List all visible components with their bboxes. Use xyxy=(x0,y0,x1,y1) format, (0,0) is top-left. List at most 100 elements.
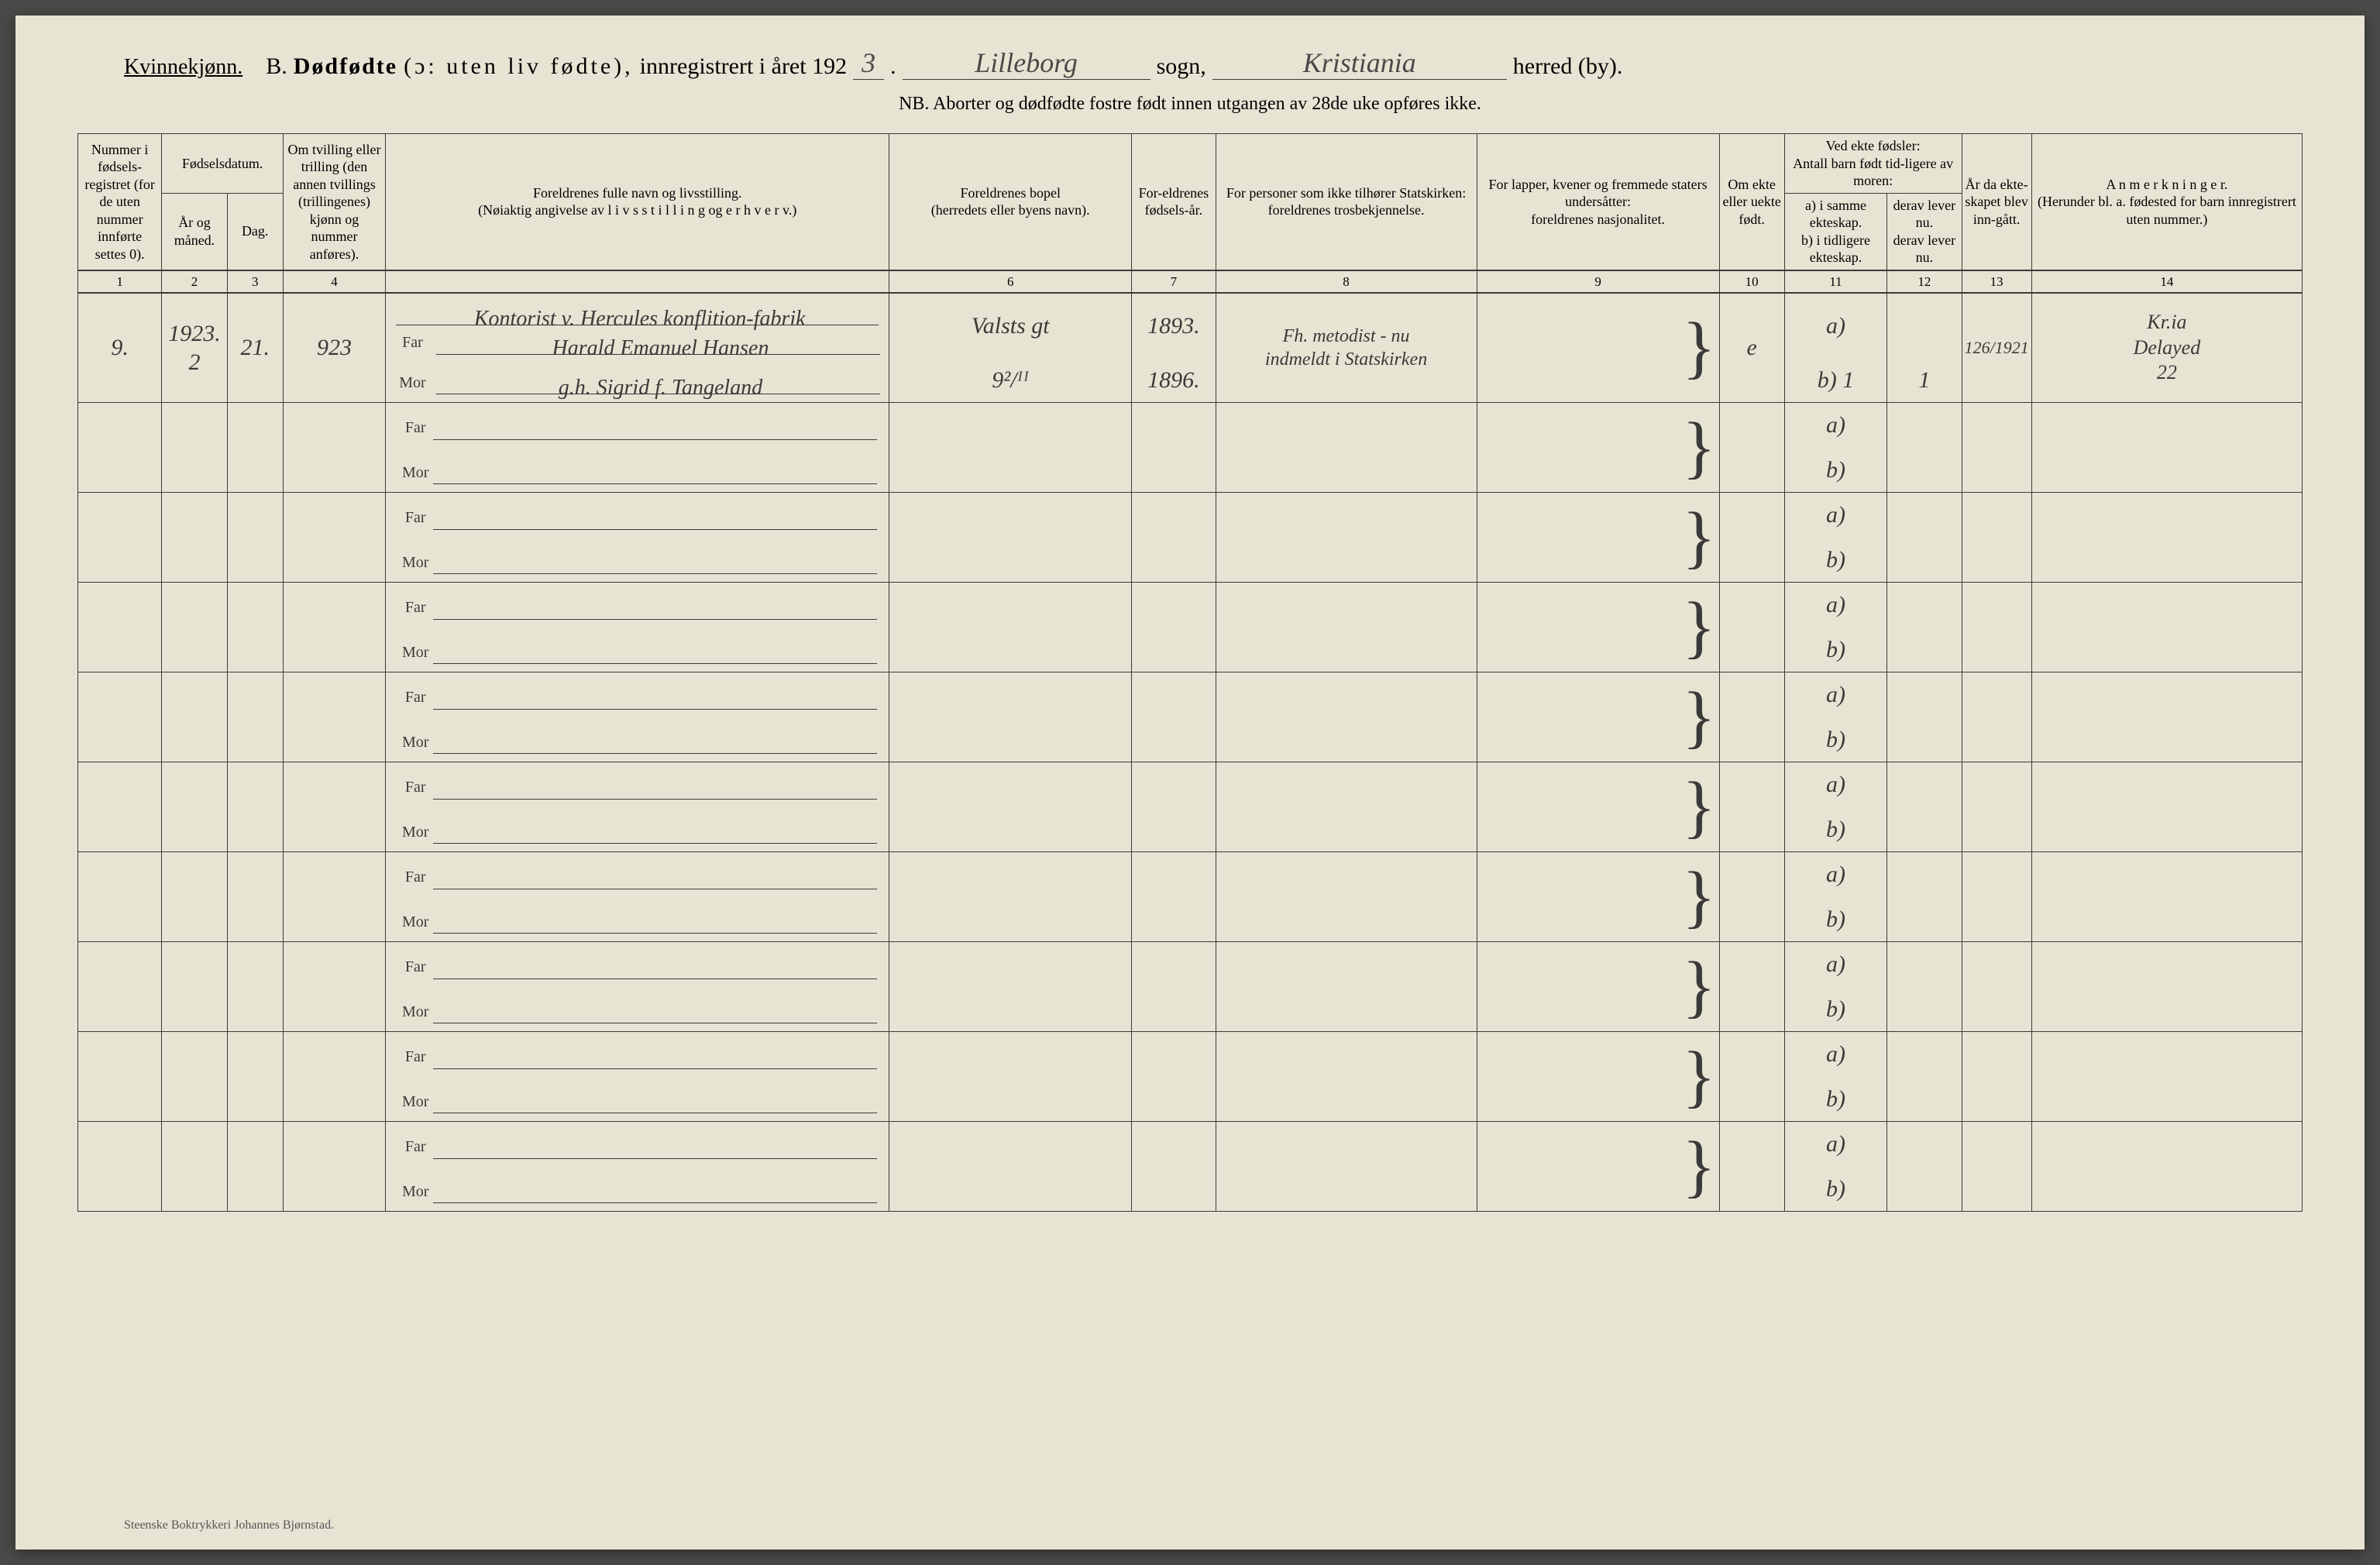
empty-row-far: Far}a) xyxy=(78,942,2303,987)
hdr-c14: A n m e r k n i n g e r. (Herunder bl. a… xyxy=(2031,134,2302,270)
colnum: 10 xyxy=(1719,270,1784,293)
colnum: 11 xyxy=(1784,270,1886,293)
mor-label: Mor xyxy=(397,733,433,752)
hdr-c7: For-eldrenes fødsels-år. xyxy=(1132,134,1216,270)
cell-empty xyxy=(227,583,283,672)
header-row: Kvinnekjønn. B. Dødfødte (ɔ: uten liv fø… xyxy=(77,46,2303,80)
cell-empty xyxy=(1216,852,1477,942)
cell-empty xyxy=(1132,1122,1216,1167)
cell-twin: 923 xyxy=(283,293,385,403)
cell-empty xyxy=(889,1077,1132,1122)
far-label: Far xyxy=(397,778,433,797)
colnum: 1 xyxy=(78,270,162,293)
blank-line xyxy=(433,824,877,844)
cell-empty xyxy=(1887,942,1962,987)
cell-num: 9. xyxy=(78,293,162,403)
cell-empty xyxy=(889,717,1132,762)
cell-mor: Mor xyxy=(386,807,889,852)
cell-empty xyxy=(1887,1032,1962,1077)
cell-empty xyxy=(1216,672,1477,762)
cell-b: b) xyxy=(1784,538,1886,583)
blank-line xyxy=(433,1049,877,1069)
colnum: 6 xyxy=(889,270,1132,293)
colnum: 9 xyxy=(1477,270,1719,293)
mor-label: Mor xyxy=(394,373,430,393)
colnum: 4 xyxy=(283,270,385,293)
brace-icon: } xyxy=(1682,697,1715,738)
cell-empty xyxy=(1719,583,1784,672)
cell-far-year: 1893. xyxy=(1132,293,1216,358)
blank-line xyxy=(433,913,877,934)
sogn-label: sogn, xyxy=(1157,53,1206,80)
cell-b: b) xyxy=(1784,807,1886,852)
cell-b: b) xyxy=(1784,987,1886,1032)
colnum: 3 xyxy=(227,270,283,293)
colnum: 2 xyxy=(162,270,227,293)
blank-line xyxy=(433,600,877,620)
cell-empty xyxy=(1887,403,1962,448)
cell-empty xyxy=(1132,807,1216,852)
hdr-c8: For personer som ikke tilhører Statskirk… xyxy=(1216,134,1477,270)
cell-empty xyxy=(1962,1122,2031,1212)
cell-empty xyxy=(1132,1167,1216,1212)
cell-empty xyxy=(227,942,283,1032)
cell-remarks: Kr.ia Delayed 22 xyxy=(2031,293,2302,403)
cell-b: b) xyxy=(1784,897,1886,942)
blank-line xyxy=(433,690,877,710)
hdr-c12: derav lever nu. derav lever nu. xyxy=(1887,193,1962,270)
cell-mor: Mor xyxy=(386,897,889,942)
cell-empty xyxy=(1719,672,1784,762)
cell-far: Far xyxy=(386,1122,889,1167)
blank-line xyxy=(433,1139,877,1159)
cell-empty xyxy=(162,403,227,493)
cell-empty xyxy=(1887,1077,1962,1122)
cell-empty xyxy=(283,762,385,852)
far-label: Far xyxy=(397,418,433,438)
cell-empty xyxy=(1719,493,1784,583)
cell-empty xyxy=(283,493,385,583)
cell-empty xyxy=(1887,538,1962,583)
cell-empty xyxy=(1962,672,2031,762)
cell-empty xyxy=(1719,1122,1784,1212)
cell-empty xyxy=(2031,583,2302,672)
cell-empty xyxy=(1216,1122,1477,1212)
cell-mor: Mor xyxy=(386,1167,889,1212)
cell-mor: Mor xyxy=(386,628,889,672)
cell-empty xyxy=(889,1122,1132,1167)
cell-empty xyxy=(1132,538,1216,583)
cell-empty xyxy=(1887,807,1962,852)
cell-far: Far xyxy=(386,403,889,448)
mor-label: Mor xyxy=(397,1182,433,1202)
cell-mor-year: 1896. xyxy=(1132,358,1216,403)
cell-empty xyxy=(1216,942,1477,1032)
cell-empty xyxy=(889,942,1132,987)
cell-far-bopel: Valsts gt xyxy=(889,293,1132,358)
mor-label: Mor xyxy=(397,823,433,842)
cell-empty xyxy=(1132,1077,1216,1122)
cell-empty xyxy=(1132,987,1216,1032)
cell-empty xyxy=(162,493,227,583)
empty-row-far: Far}a) xyxy=(78,762,2303,807)
printer-footer: Steenske Boktrykkeri Johannes Bjørnstad. xyxy=(124,1519,334,1532)
brace-icon: } xyxy=(1682,327,1715,369)
cell-empty xyxy=(1132,1032,1216,1077)
cell-empty xyxy=(227,493,283,583)
cell-empty xyxy=(162,942,227,1032)
cell-empty xyxy=(78,762,162,852)
cell-empty xyxy=(889,897,1132,942)
blank-line xyxy=(433,779,877,800)
hdr-c2-group: Fødselsdatum. xyxy=(162,134,283,194)
empty-row-far: Far}a) xyxy=(78,1032,2303,1077)
hdr-c2b: Dag. xyxy=(227,193,283,270)
colnum xyxy=(386,270,889,293)
far-label: Far xyxy=(397,508,433,528)
brace-icon: } xyxy=(1682,607,1715,648)
cell-far: Far xyxy=(386,493,889,538)
cell-brace: } xyxy=(1477,672,1719,762)
cell-empty xyxy=(1962,493,2031,583)
cell-empty xyxy=(889,762,1132,807)
cell-nasj: } xyxy=(1477,293,1719,403)
blank-line xyxy=(433,734,877,754)
cell-mor: Mor xyxy=(386,448,889,493)
sub-note: NB. Aborter og dødfødte fostre født inne… xyxy=(77,94,2303,115)
